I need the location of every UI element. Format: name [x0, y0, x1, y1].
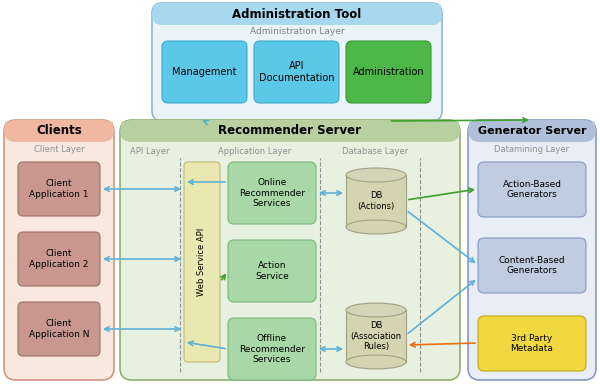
FancyBboxPatch shape — [152, 3, 442, 25]
Text: 3rd Party
Metadata: 3rd Party Metadata — [511, 334, 553, 353]
FancyBboxPatch shape — [18, 232, 100, 286]
FancyBboxPatch shape — [4, 120, 114, 380]
FancyBboxPatch shape — [120, 120, 460, 380]
Text: DB
(Actions): DB (Actions) — [358, 191, 395, 211]
Text: Client
Application 2: Client Application 2 — [29, 249, 89, 269]
FancyBboxPatch shape — [478, 316, 586, 371]
Bar — [346, 310, 406, 362]
FancyBboxPatch shape — [18, 162, 100, 216]
FancyBboxPatch shape — [184, 162, 220, 362]
Text: Action
Service: Action Service — [255, 261, 289, 281]
Ellipse shape — [346, 303, 406, 317]
Text: Content-Based
Generators: Content-Based Generators — [499, 256, 565, 275]
FancyBboxPatch shape — [228, 162, 316, 224]
Text: Online
Recommender
Services: Online Recommender Services — [239, 178, 305, 208]
Text: Web Service API: Web Service API — [197, 228, 206, 296]
Bar — [346, 175, 406, 227]
Text: Administration Tool: Administration Tool — [232, 7, 362, 20]
Text: DB
(Association
Rules): DB (Association Rules) — [350, 321, 401, 351]
FancyBboxPatch shape — [478, 238, 586, 293]
Text: Clients: Clients — [36, 124, 82, 137]
Ellipse shape — [346, 355, 406, 369]
Bar — [469, 122, 595, 134]
Ellipse shape — [346, 220, 406, 234]
FancyBboxPatch shape — [152, 3, 442, 121]
Text: Administration: Administration — [353, 67, 424, 77]
Bar — [5, 122, 113, 134]
Bar — [153, 5, 441, 17]
Text: Application Layer: Application Layer — [218, 147, 292, 156]
Ellipse shape — [346, 168, 406, 182]
Text: Offline
Recommender
Services: Offline Recommender Services — [239, 334, 305, 364]
Text: Datamining Layer: Datamining Layer — [494, 144, 569, 154]
FancyBboxPatch shape — [228, 318, 316, 380]
FancyBboxPatch shape — [120, 120, 460, 142]
Text: Client
Application 1: Client Application 1 — [29, 179, 89, 199]
FancyBboxPatch shape — [162, 41, 247, 103]
FancyBboxPatch shape — [468, 120, 596, 380]
FancyBboxPatch shape — [254, 41, 339, 103]
FancyBboxPatch shape — [346, 41, 431, 103]
Bar — [121, 122, 459, 134]
Text: Generator Server: Generator Server — [478, 126, 586, 136]
Text: Database Layer: Database Layer — [342, 147, 408, 156]
Text: API Layer: API Layer — [130, 147, 170, 156]
Text: Recommender Server: Recommender Server — [218, 124, 361, 137]
Text: Client
Application N: Client Application N — [29, 319, 89, 339]
FancyBboxPatch shape — [18, 302, 100, 356]
Text: API
Documentation: API Documentation — [259, 61, 334, 83]
Text: Administration Layer: Administration Layer — [250, 27, 344, 37]
FancyBboxPatch shape — [228, 240, 316, 302]
FancyBboxPatch shape — [4, 120, 114, 142]
Text: Action-Based
Generators: Action-Based Generators — [503, 180, 562, 199]
FancyBboxPatch shape — [468, 120, 596, 142]
Text: Client Layer: Client Layer — [34, 144, 85, 154]
FancyBboxPatch shape — [478, 162, 586, 217]
Text: Management: Management — [172, 67, 237, 77]
